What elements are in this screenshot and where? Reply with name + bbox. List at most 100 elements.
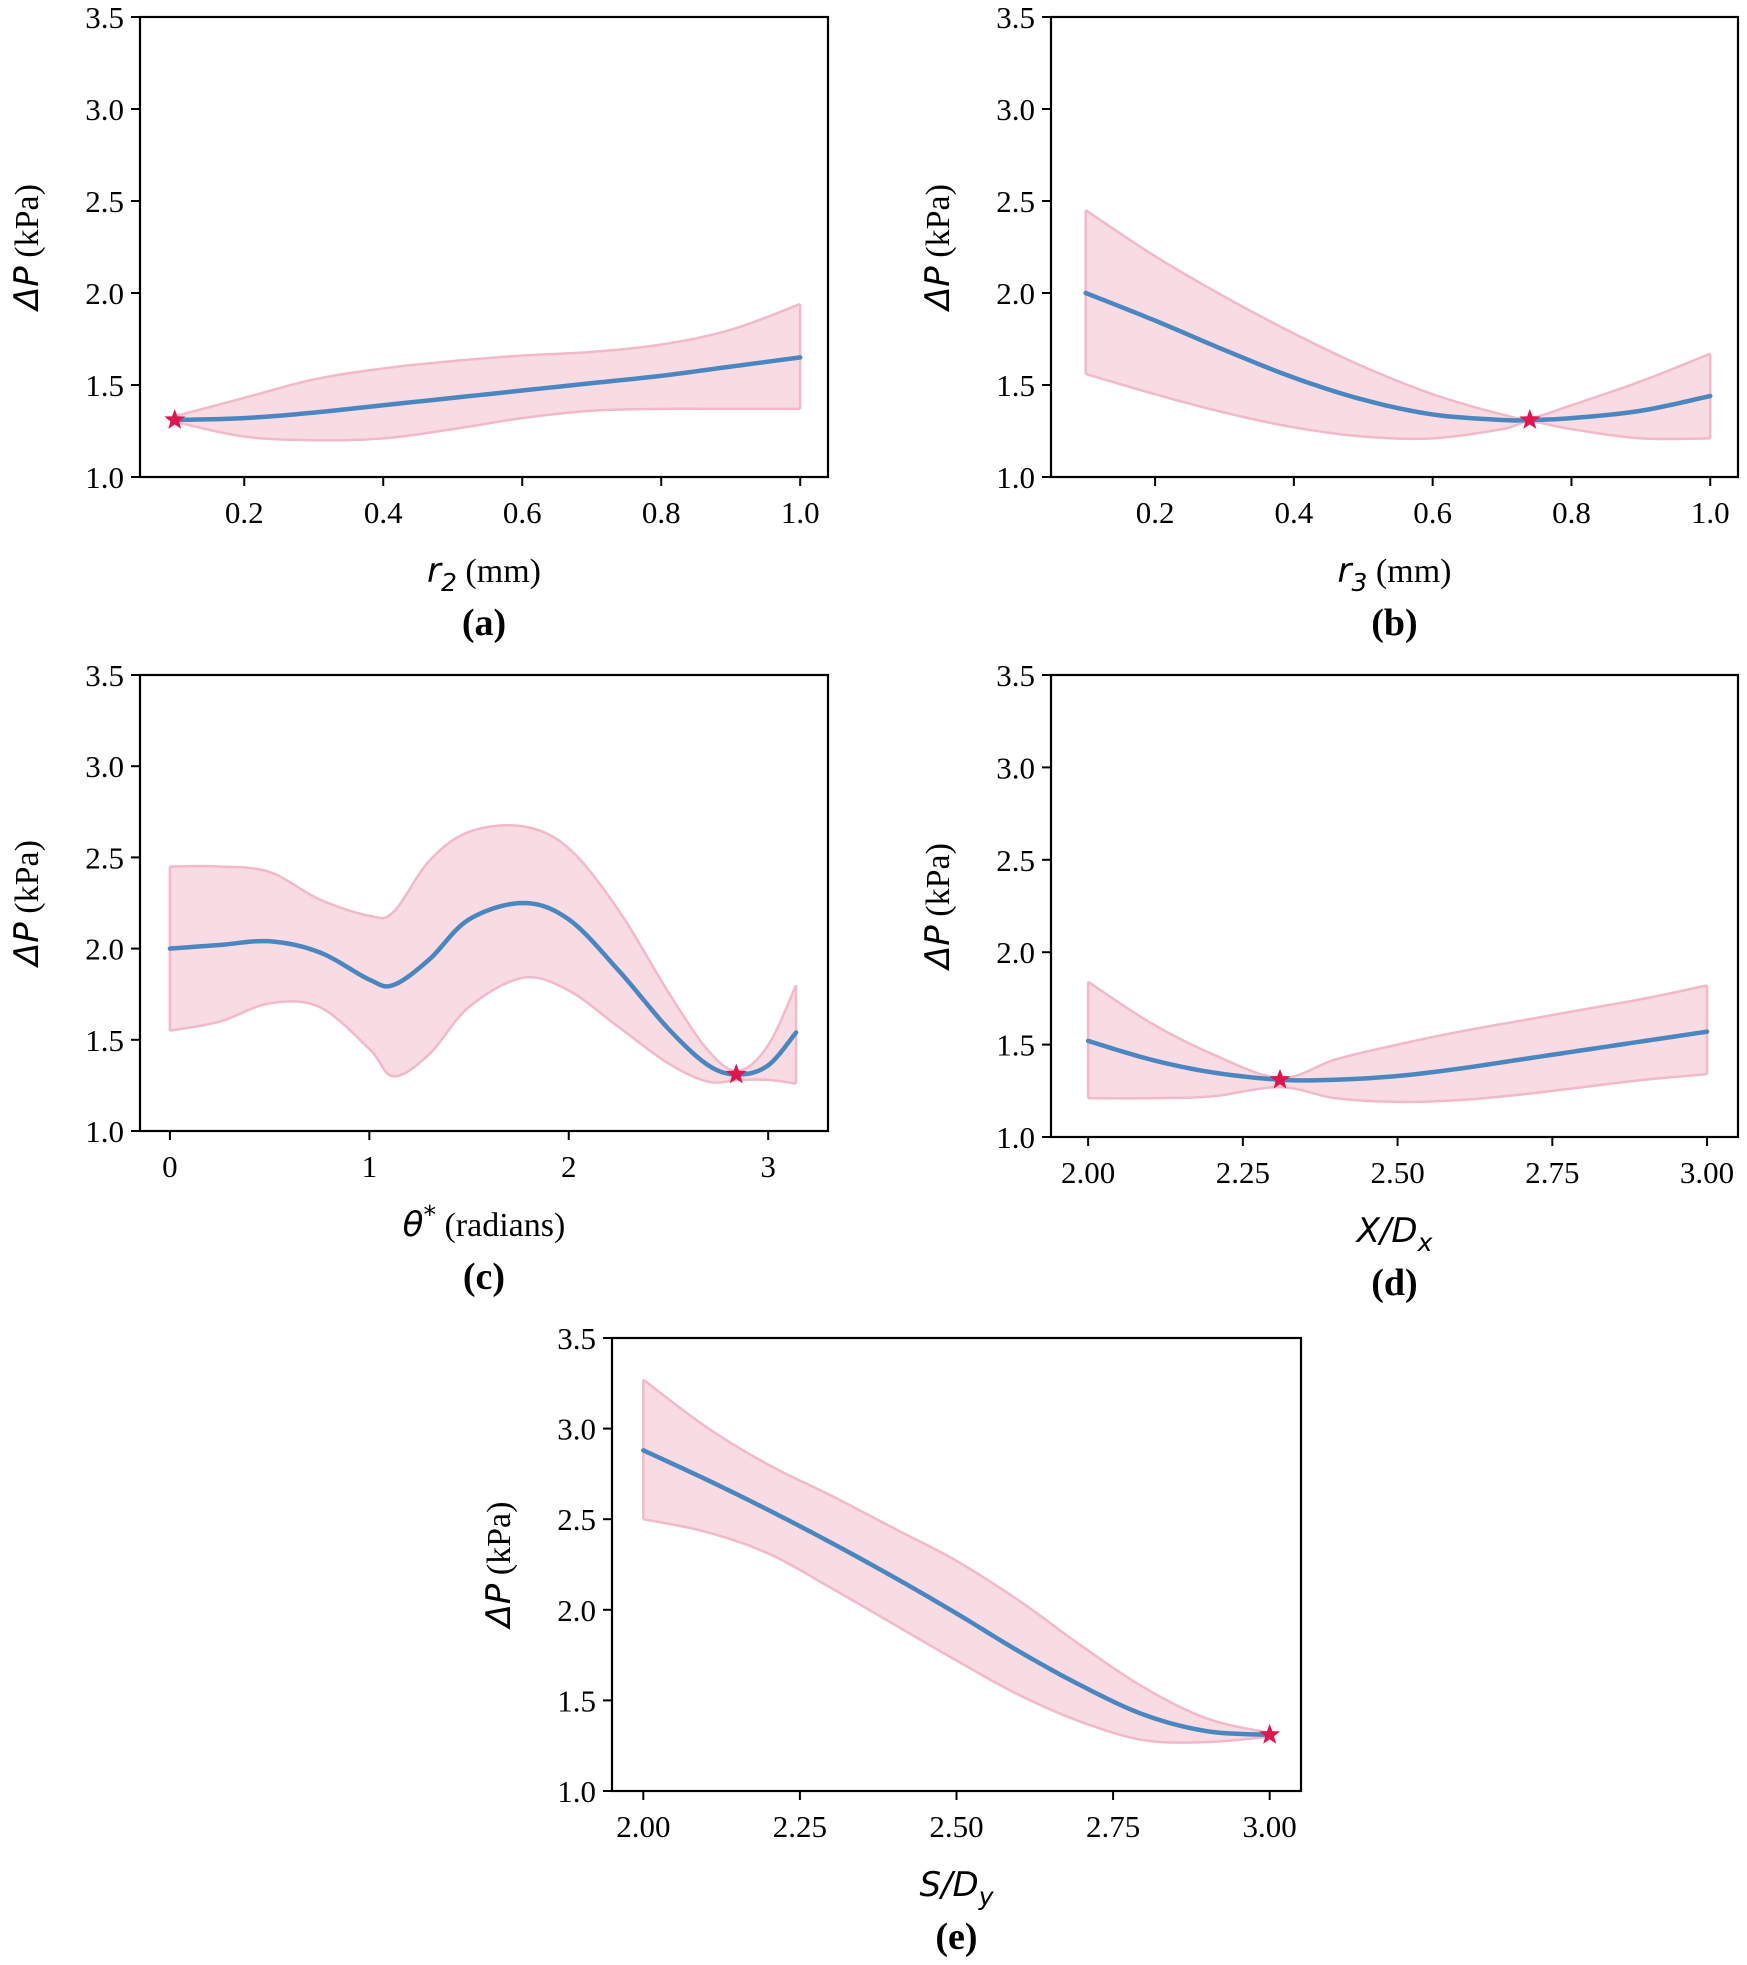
y-axis-label: ΔP (kPa) [7,840,47,969]
y-tick-label: 1.5 [996,1028,1035,1063]
x-axis-unit: (mm) [457,553,541,590]
band-lower-edge [643,1517,1270,1744]
x-tick-label: 2.25 [1216,1155,1270,1190]
x-axis-unit: (mm) [1367,553,1451,590]
y-tick-label: 2.5 [85,840,124,875]
y-axis-unit: (kPa) [9,184,46,266]
x-tick-label: 1.0 [781,495,820,530]
y-tick-label: 2.0 [557,1593,596,1628]
chart-panel-e: 1.0 1.5 2.0 2.5 3.0 3.5 2.00 2.25 2.50 2.75 3.00 ΔP… [479,1321,1303,1958]
y-axis-label: ΔP (kPa) [7,184,47,313]
band-lower-edge [169,975,797,1085]
y-axis-label: ΔP (kPa) [918,843,958,972]
panel-caption: (e) [935,1916,977,1958]
y-axis-symbol: ΔP [918,925,958,972]
y-tick-label: 3.5 [996,658,1035,693]
x-axis-unit: (radians) [436,1207,565,1244]
x-tick-label: 0.2 [1136,495,1175,530]
x-axis-symbol: r [427,551,443,591]
y-axis-unit: (kPa) [920,184,957,266]
y-tick-label: 1.5 [557,1683,596,1718]
x-axis-label: X/Dx [1355,1211,1433,1257]
x-axis-label: r3 (mm) [1338,551,1452,597]
x-tick-label: 0.8 [1552,495,1591,530]
y-tick-label: 3.0 [996,92,1035,127]
chart-panel-a: 1.0 1.5 2.0 2.5 3.0 3.5 0.2 0.4 0.6 0.8 1.0 ΔP (kPa… [7,0,830,644]
x-axis-symbol: S/D [919,1865,978,1905]
band-upper-edge [1085,209,1711,421]
confidence-band [169,825,797,1084]
panel-caption: (b) [1371,602,1417,644]
y-tick-label: 1.5 [85,1023,124,1058]
y-axis-label: ΔP (kPa) [479,1502,519,1631]
x-tick-label: 2.00 [1061,1155,1115,1190]
y-tick-label: 1.0 [996,460,1035,495]
y-axis-symbol: ΔP [479,1583,519,1630]
mean-prediction-line [641,1448,1272,1738]
x-tick-label: 0.4 [364,495,403,530]
x-tick-label: 1.0 [1691,495,1730,530]
mean-prediction-line [172,355,803,423]
x-tick-label: 2.75 [1086,1809,1140,1844]
x-tick-label: 2.00 [616,1809,670,1844]
x-tick-label: 0 [162,1149,178,1184]
optimum-star-marker [1519,408,1541,429]
axes-frame [138,15,830,479]
mean-prediction-line [1083,290,1713,423]
optimum-star-marker [725,1063,747,1084]
y-tick-label: 3.5 [996,0,1035,35]
y-tick-label: 1.0 [85,460,124,495]
y-tick-label: 3.5 [85,658,124,693]
x-tick-label: 2.75 [1525,1155,1579,1190]
x-tick-label: 0.4 [1275,495,1314,530]
mean-prediction-line [167,900,799,1077]
band-upper-edge [642,1378,1270,1735]
y-tick-label: 3.0 [85,92,124,127]
band-lower-edge [1088,1072,1708,1104]
band-upper-edge [1087,980,1708,1080]
x-axis-subscript: y [978,1882,995,1911]
y-axis-symbol: ΔP [918,266,958,313]
band-upper-edge [169,824,798,1073]
x-axis-subscript: 2 [441,568,457,597]
band-lower-edge [174,407,801,442]
y-tick-label: 1.5 [85,368,124,403]
y-axis-unit: (kPa) [9,840,46,922]
optimum-star-marker [164,408,186,429]
confidence-band [1085,210,1711,440]
y-tick-label: 3.0 [557,1412,596,1447]
x-tick-label: 0.8 [642,495,681,530]
band-upper-edge [174,302,801,418]
band-lower-edge [1085,372,1711,441]
y-tick-label: 2.0 [996,276,1035,311]
x-tick-label: 3.00 [1243,1809,1297,1844]
x-tick-label: 3.00 [1680,1155,1734,1190]
x-tick-label: 2 [561,1149,577,1184]
x-tick-label: 0.6 [503,495,542,530]
x-axis-symbol: r [1338,551,1354,591]
y-axis-symbol: ΔP [7,922,47,969]
y-tick-label: 2.5 [996,843,1035,878]
optimum-star-marker [1259,1723,1281,1744]
x-axis-symbol: X/D [1355,1211,1418,1251]
y-tick-label: 3.5 [557,1321,596,1356]
y-axis-unit: (kPa) [481,1502,518,1584]
y-tick-label: 1.0 [557,1774,596,1809]
panel-caption: (c) [463,1256,505,1298]
x-axis-superscript: * [423,1200,436,1229]
x-tick-label: 1 [362,1149,378,1184]
x-axis-label: r2 (mm) [427,551,541,597]
x-axis-subscript: x [1417,1228,1433,1257]
x-axis-label: S/Dy [919,1865,994,1911]
y-tick-label: 1.0 [85,1114,124,1149]
x-axis-symbol: θ [403,1205,424,1245]
optimum-star-marker [1269,1068,1291,1089]
x-tick-label: 0.6 [1413,495,1452,530]
panel-caption: (a) [462,602,506,644]
y-tick-label: 1.0 [996,1120,1035,1155]
y-tick-label: 2.5 [996,184,1035,219]
y-tick-label: 1.5 [996,368,1035,403]
y-tick-label: 2.0 [85,932,124,967]
chart-panel-d: 1.0 1.5 2.0 2.5 3.0 3.5 2.00 2.25 2.50 2.75 3.00 ΔP… [918,658,1740,1304]
